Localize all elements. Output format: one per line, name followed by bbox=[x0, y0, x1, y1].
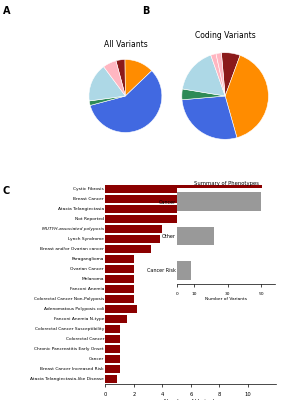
Wedge shape bbox=[125, 60, 152, 96]
Text: C: C bbox=[3, 186, 10, 196]
Wedge shape bbox=[89, 67, 125, 101]
Wedge shape bbox=[89, 96, 125, 106]
Wedge shape bbox=[216, 53, 225, 96]
Bar bbox=[105, 185, 262, 193]
Text: A: A bbox=[3, 6, 10, 16]
Bar bbox=[105, 295, 134, 303]
Bar bbox=[105, 365, 120, 373]
Bar bbox=[105, 255, 134, 263]
Bar bbox=[105, 355, 120, 363]
Bar bbox=[105, 225, 162, 233]
Wedge shape bbox=[225, 55, 268, 138]
Wedge shape bbox=[182, 96, 237, 139]
Bar bbox=[105, 335, 120, 343]
Bar bbox=[105, 275, 134, 283]
Bar bbox=[105, 325, 120, 333]
Wedge shape bbox=[221, 53, 240, 96]
Bar bbox=[105, 205, 231, 213]
Wedge shape bbox=[182, 55, 225, 96]
Bar bbox=[105, 305, 137, 313]
Wedge shape bbox=[182, 89, 225, 100]
Bar bbox=[105, 345, 120, 353]
Bar bbox=[105, 235, 160, 243]
Bar bbox=[105, 195, 241, 203]
Bar bbox=[105, 315, 127, 323]
Wedge shape bbox=[90, 71, 162, 132]
Bar bbox=[105, 245, 151, 253]
Wedge shape bbox=[116, 60, 125, 96]
Bar bbox=[105, 285, 134, 293]
Bar bbox=[105, 265, 134, 273]
Wedge shape bbox=[104, 61, 125, 96]
Title: Coding Variants: Coding Variants bbox=[195, 31, 256, 40]
Title: All Variants: All Variants bbox=[103, 40, 147, 49]
Bar bbox=[105, 215, 208, 223]
Text: B: B bbox=[142, 6, 150, 16]
Bar bbox=[105, 375, 117, 383]
Wedge shape bbox=[211, 54, 225, 96]
